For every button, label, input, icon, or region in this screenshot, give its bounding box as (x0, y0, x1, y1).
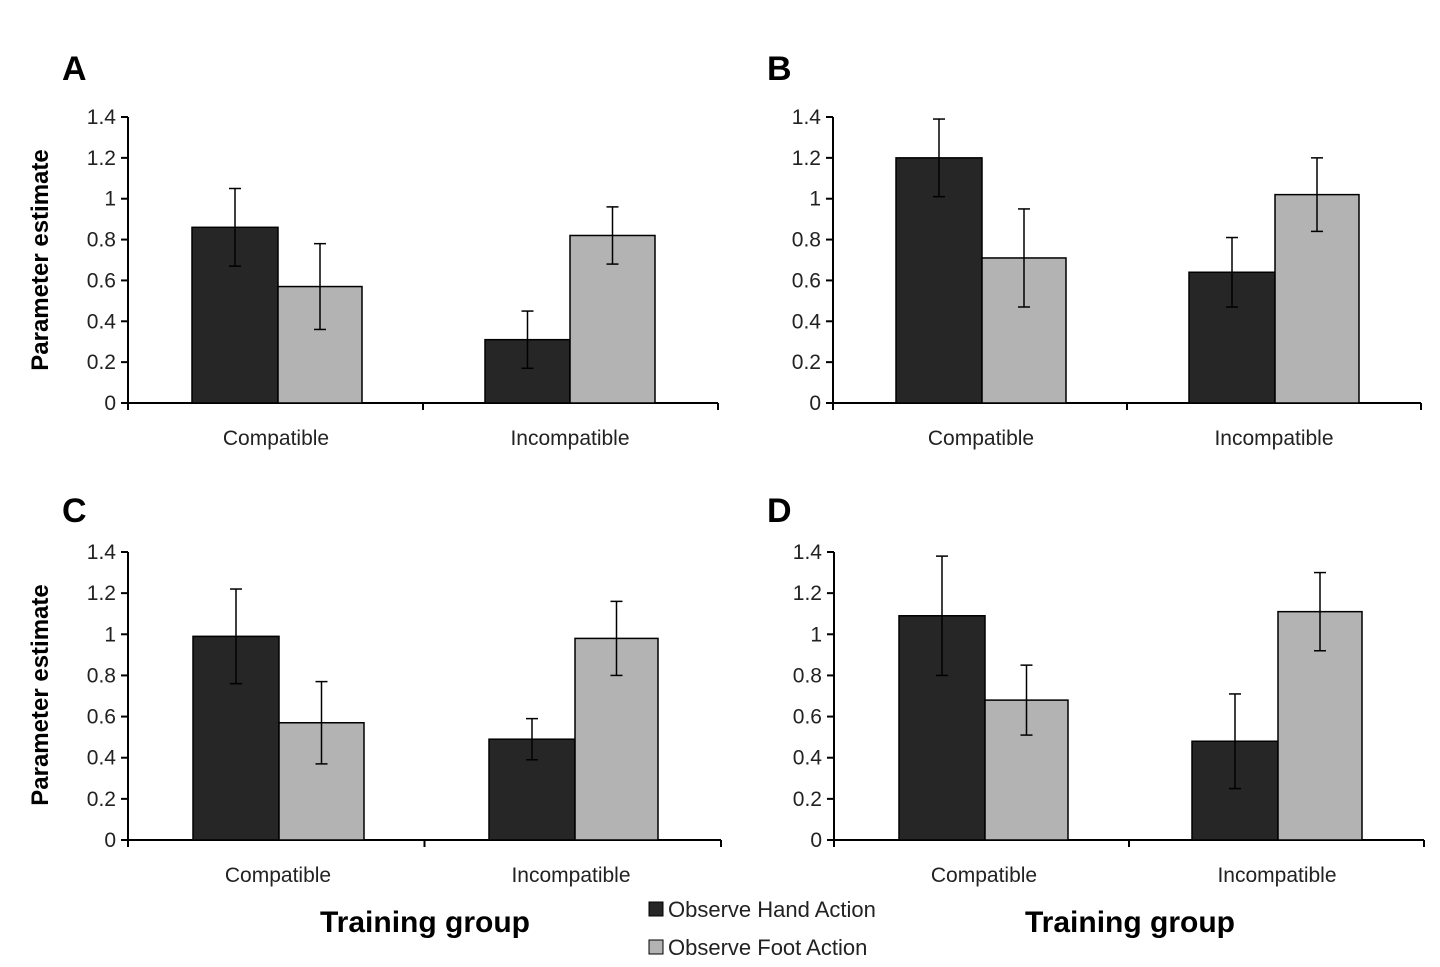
category-label: Compatible (931, 864, 1037, 887)
y-tick-label: 0 (809, 392, 821, 415)
panel-a: A Parameter estimate 0 0.2 0.4 0.6 0.8 1 1.2 1.… (27, 50, 719, 450)
plot-area: 0 0.2 0.4 0.6 0.8 1 1.2 1.4 (792, 106, 1422, 415)
legend-label-hand: Observe Hand Action (668, 897, 876, 922)
y-tick-label: 1 (810, 623, 822, 646)
y-tick-label: 0.4 (87, 310, 117, 333)
y-tick-label: 0.2 (87, 788, 116, 811)
y-tick-label: 0.2 (793, 788, 822, 811)
plot-area: 0 0.2 0.4 0.6 0.8 1 1.2 1.4 (793, 541, 1425, 852)
category-label: Incompatible (1214, 427, 1333, 450)
x-axis-label: Training group (1025, 906, 1235, 939)
category-label: Incompatible (510, 427, 629, 450)
y-tick-label: 0.8 (792, 229, 821, 252)
panel-d: D 0 0.2 0.4 0.6 0.8 1 1.2 1.4 Compatible Incomp… (767, 492, 1425, 939)
y-tick-label: 1.2 (793, 582, 822, 605)
y-tick-label: 0.4 (792, 310, 822, 333)
y-tick-label: 0.8 (87, 229, 116, 252)
y-tick-label: 1.4 (792, 106, 822, 129)
y-tick-label: 0 (810, 829, 822, 852)
y-tick-label: 0.6 (792, 269, 821, 292)
y-tick-label: 1.2 (792, 147, 821, 170)
y-tick-label: 1 (104, 623, 116, 646)
panel-c: C Parameter estimate 0 0.2 0.4 0.6 0.8 1 1.2 1.… (27, 492, 722, 939)
y-tick-label: 0.8 (87, 664, 116, 687)
legend-swatch-hand (648, 901, 664, 917)
panel-b: B 0 0.2 0.4 0.6 0.8 1 1.2 1.4 Compatible Incomp… (767, 50, 1422, 450)
y-tick-label: 0.2 (87, 351, 116, 374)
legend: Observe Hand Action Observe Foot Action (648, 897, 876, 960)
legend-label-foot: Observe Foot Action (668, 935, 867, 960)
y-tick-label: 1.4 (87, 541, 117, 564)
y-tick-label: 0.6 (87, 706, 116, 729)
y-tick-label: 1.4 (793, 541, 823, 564)
plot-area: 0 0.2 0.4 0.6 0.8 1 1.2 1.4 (87, 106, 719, 415)
legend-swatch-foot (648, 939, 664, 955)
y-tick-label: 1.2 (87, 582, 116, 605)
panel-letter: D (767, 492, 792, 530)
y-tick-label: 0.4 (793, 747, 823, 770)
y-tick-label: 1 (809, 188, 821, 211)
category-label: Incompatible (511, 864, 630, 887)
y-tick-label: 0 (104, 392, 116, 415)
category-label: Incompatible (1217, 864, 1336, 887)
y-axis-label: Parameter estimate (27, 584, 54, 805)
panel-letter: A (62, 50, 87, 88)
y-tick-label: 0.2 (792, 351, 821, 374)
y-tick-label: 1 (104, 188, 116, 211)
y-tick-label: 0.6 (793, 706, 822, 729)
y-tick-label: 0.8 (793, 664, 822, 687)
panel-letter: B (767, 50, 792, 88)
y-axis-label: Parameter estimate (27, 149, 54, 370)
panel-letter: C (62, 492, 87, 530)
y-tick-label: 0.4 (87, 747, 117, 770)
plot-area: 0 0.2 0.4 0.6 0.8 1 1.2 1.4 (87, 541, 722, 852)
category-label: Compatible (928, 427, 1034, 450)
y-tick-label: 1.4 (87, 106, 117, 129)
bar (895, 157, 983, 404)
category-label: Compatible (223, 427, 329, 450)
y-tick-label: 0.6 (87, 269, 116, 292)
y-tick-label: 1.2 (87, 147, 116, 170)
category-label: Compatible (225, 864, 331, 887)
x-axis-label: Training group (320, 906, 530, 939)
y-tick-label: 0 (104, 829, 116, 852)
